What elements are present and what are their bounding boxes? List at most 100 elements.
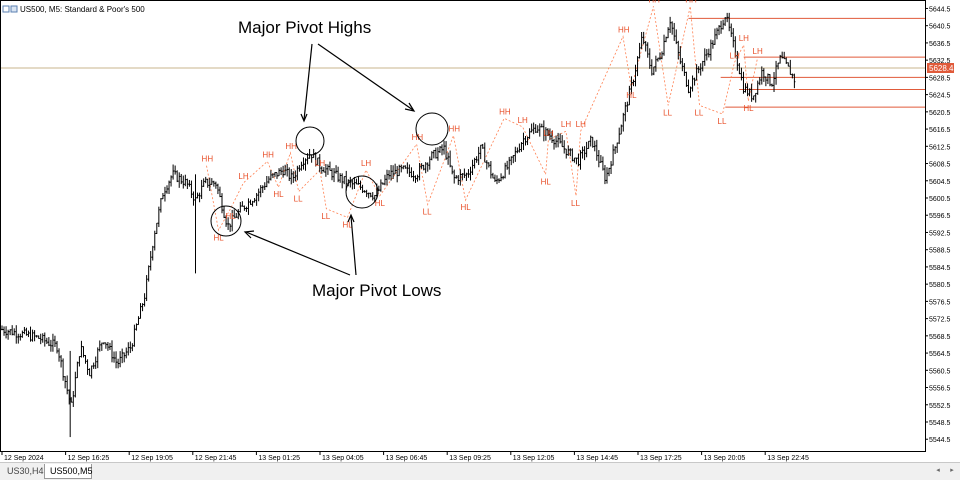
arrow-high-1-head	[300, 113, 308, 123]
pivot-label: LL	[321, 212, 330, 221]
pivot-label: LL	[571, 199, 580, 208]
y-tick-label: 5620.5	[929, 110, 951, 117]
y-tick-label: 5640.5	[929, 24, 951, 31]
pivot-label: HL	[375, 199, 386, 208]
x-tick-label: 12 Sep 16:25	[68, 455, 110, 462]
pivot-label: HL	[226, 212, 237, 221]
pivot-label: HH	[618, 25, 630, 34]
chart-window-icon-2	[10, 5, 18, 13]
pivot-label: LH	[561, 120, 571, 129]
pivot-label: LH	[543, 129, 553, 138]
current-price-label: 5628.4	[929, 64, 954, 73]
arrow-high-2-head	[404, 102, 416, 112]
scroll-right-icon[interactable]: ▸	[950, 467, 954, 474]
x-tick-label: 13 Sep 17:25	[640, 455, 682, 462]
pivot-label: LH	[730, 51, 740, 60]
y-tick-label: 5592.5	[929, 230, 951, 237]
circle-pivot-high-2	[415, 112, 449, 146]
chart-window-icon	[2, 5, 10, 13]
chart-title: US500, M5: Standard & Poor's 500	[20, 5, 145, 14]
scroll-left-icon[interactable]: ◂	[936, 467, 940, 474]
arrow-low-1	[245, 231, 351, 276]
pivot-label: HH	[499, 107, 511, 116]
pivot-label: HL	[743, 104, 754, 113]
y-tick-label: 5628.5	[929, 75, 951, 82]
y-tick-label: 5636.5	[929, 41, 951, 48]
y-tick-label: 5600.5	[929, 196, 951, 203]
arrow-high-1	[303, 43, 313, 121]
plot-frame	[0, 0, 926, 452]
x-tick-label: 12 Sep 19:05	[131, 455, 173, 462]
current-price-box	[927, 63, 954, 73]
x-tick-label: 13 Sep 20:05	[704, 455, 746, 462]
y-tick-label: 5604.5	[929, 179, 951, 186]
x-tick-label: 13 Sep 06:45	[386, 455, 428, 462]
x-tick-label: 13 Sep 09:25	[449, 455, 491, 462]
pivot-label: LH	[315, 159, 325, 168]
pivot-label: HL	[343, 220, 354, 229]
y-tick-label: 5644.5	[929, 6, 951, 13]
pivot-label: LH	[753, 47, 763, 56]
arrow-high-2	[317, 43, 414, 111]
pivot-label: HH	[285, 142, 297, 151]
x-tick-label: 13 Sep 01:25	[258, 455, 300, 462]
pivot-label: HL	[541, 177, 552, 186]
y-tick-label: 5588.5	[929, 248, 951, 255]
major-pivot-highs-label: Major Pivot Highs	[238, 18, 371, 37]
pivot-label: LL	[663, 108, 672, 117]
y-tick-label: 5568.5	[929, 334, 951, 341]
y-tick-label: 5564.5	[929, 351, 951, 358]
pivot-label: HL	[273, 190, 284, 199]
y-tick-label: 5624.5	[929, 93, 951, 100]
arrow-low-2-head	[347, 213, 355, 223]
arrow-low-1-head	[243, 230, 255, 239]
y-tick-label: 5584.5	[929, 265, 951, 272]
circle-pivot-low-2	[345, 175, 379, 209]
pivot-label: HH	[648, 0, 660, 4]
pivot-label: HH	[412, 133, 424, 142]
pivot-label: HH	[685, 0, 697, 4]
tab-us500-m5[interactable]: US500,M5	[44, 464, 93, 479]
pivot-circles	[210, 112, 449, 237]
pivot-label: HL	[626, 91, 637, 100]
major-pivot-lows-label: Major Pivot Lows	[312, 281, 441, 300]
y-tick-label: 5612.5	[929, 144, 951, 151]
y-tick-label: 5556.5	[929, 386, 951, 393]
y-tick-label: 5616.5	[929, 127, 951, 134]
pivot-label: HL	[460, 203, 471, 212]
pivot-label: LH	[361, 159, 371, 168]
pivot-label: LL	[694, 108, 703, 117]
x-tick-label: 13 Sep 04:05	[322, 455, 364, 462]
pivot-label: LH	[576, 120, 586, 129]
annotation-arrows	[243, 43, 416, 276]
y-tick-label: 5632.5	[929, 58, 951, 65]
y-tick-label: 5608.5	[929, 162, 951, 169]
pivot-label: LH	[739, 34, 749, 43]
y-tick-label: 5548.5	[929, 420, 951, 427]
pivot-label: HH	[262, 150, 274, 159]
x-tick-label: 13 Sep 22:45	[767, 455, 809, 462]
x-tick-label: 13 Sep 12:05	[513, 455, 555, 462]
y-tick-label: 5552.5	[929, 403, 951, 410]
pivot-label: LH	[518, 116, 528, 125]
pivot-label: LL	[718, 117, 727, 126]
x-tick-label: 12 Sep 2024	[4, 455, 44, 462]
circle-pivot-high-1	[295, 126, 325, 156]
pivot-label: HL	[214, 233, 225, 242]
pivot-label: HH	[448, 125, 460, 134]
arrow-low-2	[350, 215, 357, 276]
y-tick-label: 5596.5	[929, 213, 951, 220]
symbol-tab-bar: US30,H4 US500,M5 ◂ ▸	[0, 462, 960, 480]
y-tick-label: 5560.5	[929, 368, 951, 375]
pivot-label: LH	[238, 172, 248, 181]
pivot-label: HH	[202, 155, 214, 164]
tab-us30-h4[interactable]: US30,H4	[7, 466, 44, 476]
circle-pivot-low-1	[210, 205, 242, 237]
x-tick-label: 13 Sep 14:45	[576, 455, 618, 462]
pivot-label: LL	[423, 207, 432, 216]
y-tick-label: 5572.5	[929, 317, 951, 324]
pivot-label: LL	[294, 195, 303, 204]
y-tick-label: 5576.5	[929, 299, 951, 306]
